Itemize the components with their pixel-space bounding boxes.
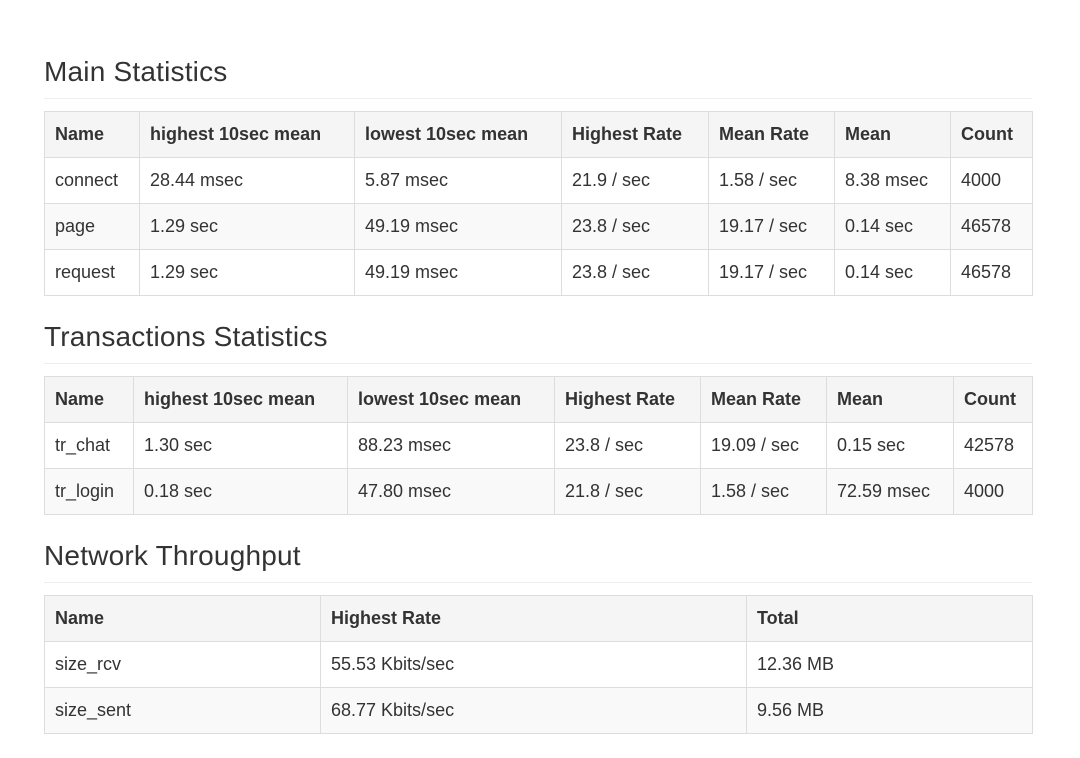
column-header-highest-10sec-mean: highest 10sec mean xyxy=(139,111,355,158)
transactions-statistics-heading: Transactions Statistics xyxy=(44,319,1032,364)
cell-highest-rate: 55.53 Kbits/sec xyxy=(320,641,747,688)
column-header-highest-rate: Highest Rate xyxy=(320,595,747,642)
column-header-name: Name xyxy=(44,111,140,158)
table-row: request 1.29 sec 49.19 msec 23.8 / sec 1… xyxy=(44,249,1033,296)
table-row: tr_chat 1.30 sec 88.23 msec 23.8 / sec 1… xyxy=(44,422,1033,469)
table-row: page 1.29 sec 49.19 msec 23.8 / sec 19.1… xyxy=(44,203,1033,250)
cell-count: 46578 xyxy=(950,203,1033,250)
cell-lowest-10sec-mean: 49.19 msec xyxy=(354,203,562,250)
network-throughput-table: Name Highest Rate Total size_rcv 55.53 K… xyxy=(44,595,1033,734)
cell-lowest-10sec-mean: 88.23 msec xyxy=(347,422,555,469)
cell-count: 46578 xyxy=(950,249,1033,296)
cell-total: 12.36 MB xyxy=(746,641,1033,688)
network-throughput-section: Network Throughput Name Highest Rate Tot… xyxy=(44,538,1033,734)
cell-name: connect xyxy=(44,157,140,204)
cell-lowest-10sec-mean: 49.19 msec xyxy=(354,249,562,296)
cell-mean-rate: 1.58 / sec xyxy=(708,157,835,204)
cell-highest-rate: 23.8 / sec xyxy=(561,249,709,296)
table-header-row: Name highest 10sec mean lowest 10sec mea… xyxy=(44,111,1033,158)
cell-name: size_rcv xyxy=(44,641,321,688)
cell-name: tr_login xyxy=(44,468,134,515)
table-row: size_sent 68.77 Kbits/sec 9.56 MB xyxy=(44,687,1033,734)
column-header-name: Name xyxy=(44,595,321,642)
column-header-highest-rate: Highest Rate xyxy=(561,111,709,158)
column-header-lowest-10sec-mean: lowest 10sec mean xyxy=(354,111,562,158)
column-header-name: Name xyxy=(44,376,134,423)
table-row: size_rcv 55.53 Kbits/sec 12.36 MB xyxy=(44,641,1033,688)
cell-highest-10sec-mean: 1.29 sec xyxy=(139,249,355,296)
cell-highest-rate: 23.8 / sec xyxy=(561,203,709,250)
table-row: tr_login 0.18 sec 47.80 msec 21.8 / sec … xyxy=(44,468,1033,515)
cell-mean-rate: 19.09 / sec xyxy=(700,422,827,469)
cell-count: 42578 xyxy=(953,422,1033,469)
cell-mean: 0.14 sec xyxy=(834,249,951,296)
main-statistics-section: Main Statistics Name highest 10sec mean … xyxy=(44,54,1033,296)
cell-highest-rate: 21.8 / sec xyxy=(554,468,701,515)
transactions-statistics-section: Transactions Statistics Name highest 10s… xyxy=(44,319,1033,515)
column-header-count: Count xyxy=(953,376,1033,423)
cell-total: 9.56 MB xyxy=(746,687,1033,734)
column-header-highest-10sec-mean: highest 10sec mean xyxy=(133,376,348,423)
cell-count: 4000 xyxy=(953,468,1033,515)
column-header-mean: Mean xyxy=(826,376,954,423)
column-header-count: Count xyxy=(950,111,1033,158)
cell-name: request xyxy=(44,249,140,296)
column-header-mean-rate: Mean Rate xyxy=(708,111,835,158)
cell-mean-rate: 19.17 / sec xyxy=(708,203,835,250)
cell-highest-rate: 23.8 / sec xyxy=(554,422,701,469)
cell-lowest-10sec-mean: 47.80 msec xyxy=(347,468,555,515)
cell-mean: 72.59 msec xyxy=(826,468,954,515)
table-row: connect 28.44 msec 5.87 msec 21.9 / sec … xyxy=(44,157,1033,204)
column-header-highest-rate: Highest Rate xyxy=(554,376,701,423)
column-header-total: Total xyxy=(746,595,1033,642)
cell-name: size_sent xyxy=(44,687,321,734)
column-header-mean: Mean xyxy=(834,111,951,158)
network-throughput-heading: Network Throughput xyxy=(44,538,1032,583)
cell-highest-10sec-mean: 0.18 sec xyxy=(133,468,348,515)
transactions-statistics-table: Name highest 10sec mean lowest 10sec mea… xyxy=(44,376,1033,515)
main-statistics-table: Name highest 10sec mean lowest 10sec mea… xyxy=(44,111,1033,296)
cell-name: tr_chat xyxy=(44,422,134,469)
cell-count: 4000 xyxy=(950,157,1033,204)
table-header-row: Name Highest Rate Total xyxy=(44,595,1033,642)
cell-mean: 8.38 msec xyxy=(834,157,951,204)
cell-highest-10sec-mean: 1.30 sec xyxy=(133,422,348,469)
cell-mean: 0.14 sec xyxy=(834,203,951,250)
column-header-mean-rate: Mean Rate xyxy=(700,376,827,423)
main-statistics-heading: Main Statistics xyxy=(44,54,1032,99)
cell-mean-rate: 1.58 / sec xyxy=(700,468,827,515)
cell-highest-10sec-mean: 1.29 sec xyxy=(139,203,355,250)
cell-highest-10sec-mean: 28.44 msec xyxy=(139,157,355,204)
column-header-lowest-10sec-mean: lowest 10sec mean xyxy=(347,376,555,423)
cell-highest-rate: 21.9 / sec xyxy=(561,157,709,204)
cell-name: page xyxy=(44,203,140,250)
cell-mean: 0.15 sec xyxy=(826,422,954,469)
cell-highest-rate: 68.77 Kbits/sec xyxy=(320,687,747,734)
cell-lowest-10sec-mean: 5.87 msec xyxy=(354,157,562,204)
table-header-row: Name highest 10sec mean lowest 10sec mea… xyxy=(44,376,1033,423)
cell-mean-rate: 19.17 / sec xyxy=(708,249,835,296)
